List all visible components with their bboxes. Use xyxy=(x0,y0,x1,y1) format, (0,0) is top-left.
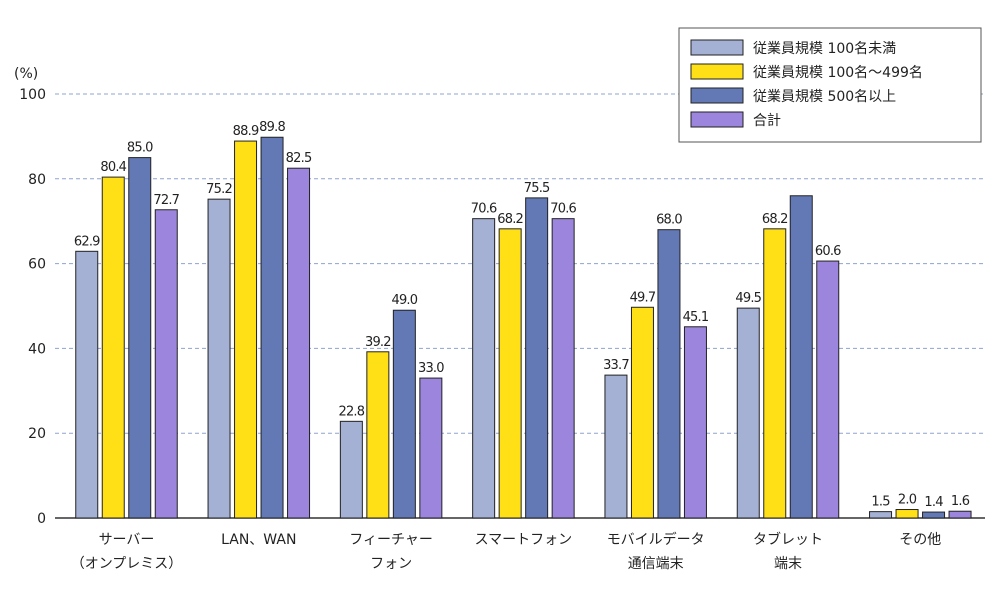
data-label: 39.2 xyxy=(365,335,391,350)
data-label: 70.6 xyxy=(550,202,576,217)
data-label: 80.4 xyxy=(100,160,126,175)
bar xyxy=(895,509,919,519)
bar xyxy=(736,307,760,519)
legend-label: 従業員規模 100名〜499名 xyxy=(753,65,923,81)
data-label: 1.6 xyxy=(951,494,970,509)
legend-swatch xyxy=(690,111,744,128)
data-label: 75.2 xyxy=(206,182,232,197)
x-category-label: サーバー xyxy=(99,532,155,548)
bar xyxy=(128,157,152,519)
data-label: 1.4 xyxy=(924,495,943,510)
y-tick-label: 60 xyxy=(28,257,46,273)
data-label: 70.6 xyxy=(471,202,497,217)
legend-label: 従業員規模 100名未満 xyxy=(753,41,896,57)
x-category-label: タブレット xyxy=(753,531,823,548)
legend-swatch xyxy=(690,87,744,104)
bar xyxy=(234,140,258,519)
data-label: 33.7 xyxy=(603,358,629,373)
x-category-label: LAN、WAN xyxy=(221,532,296,548)
bar xyxy=(75,250,99,519)
data-label: 49.5 xyxy=(735,291,761,306)
y-tick-label: 80 xyxy=(28,172,46,188)
data-label: 60.6 xyxy=(815,244,841,259)
bar xyxy=(287,167,311,519)
x-category-label: フォン xyxy=(370,556,412,572)
legend-label: 合計 xyxy=(753,113,781,129)
bar xyxy=(392,309,416,519)
x-category-label: スマートフォン xyxy=(475,532,573,548)
bar xyxy=(472,218,496,519)
bar xyxy=(339,420,363,519)
data-label: 75.5 xyxy=(524,181,550,196)
data-label: 85.0 xyxy=(127,141,153,156)
y-tick-label: 100 xyxy=(19,87,46,103)
legend-swatch xyxy=(690,39,744,56)
bar xyxy=(789,195,813,519)
x-category-label: （オンプレミス） xyxy=(71,556,183,572)
y-axis-unit-label: (%) xyxy=(14,66,38,82)
bar xyxy=(948,510,972,519)
data-label: 82.5 xyxy=(286,151,312,166)
y-tick-label: 20 xyxy=(28,426,46,442)
bar xyxy=(763,228,787,519)
data-label: 2.0 xyxy=(898,493,917,508)
x-category-label: その他 xyxy=(899,532,941,548)
bar xyxy=(604,374,628,519)
bar xyxy=(922,511,946,519)
legend-label: 従業員規模 500名以上 xyxy=(753,89,896,105)
data-label: 22.8 xyxy=(338,404,364,419)
data-label: 72.7 xyxy=(153,193,179,208)
legend-swatch xyxy=(690,63,744,80)
data-label: 49.7 xyxy=(630,290,656,305)
bar xyxy=(869,511,893,519)
bar xyxy=(207,198,231,519)
bar xyxy=(630,306,654,519)
bar xyxy=(525,197,549,519)
x-category-label: フィーチャー xyxy=(349,532,433,548)
data-label: 68.2 xyxy=(497,212,523,227)
bar xyxy=(260,136,284,519)
data-label: 49.0 xyxy=(391,293,417,308)
data-label: 89.8 xyxy=(259,120,285,135)
bar xyxy=(366,351,390,519)
bar xyxy=(816,260,840,519)
data-label: 62.9 xyxy=(74,234,100,249)
bar xyxy=(419,377,443,519)
bar xyxy=(551,218,575,519)
data-label: 33.0 xyxy=(418,361,444,376)
data-label: 1.5 xyxy=(871,495,890,510)
bar xyxy=(154,209,178,519)
x-category-label: 通信端末 xyxy=(628,556,684,572)
data-label: 68.2 xyxy=(762,212,788,227)
x-category-label: モバイルデータ xyxy=(607,531,705,548)
data-label: 88.9 xyxy=(233,124,259,139)
bar xyxy=(101,176,125,519)
bar xyxy=(657,229,681,519)
y-tick-label: 0 xyxy=(37,511,46,527)
y-tick-label: 40 xyxy=(28,341,46,357)
bar xyxy=(498,228,522,519)
bar xyxy=(683,326,707,519)
data-label: 68.0 xyxy=(656,213,682,228)
x-category-label: 端末 xyxy=(774,556,802,572)
data-label: 45.1 xyxy=(683,310,709,325)
